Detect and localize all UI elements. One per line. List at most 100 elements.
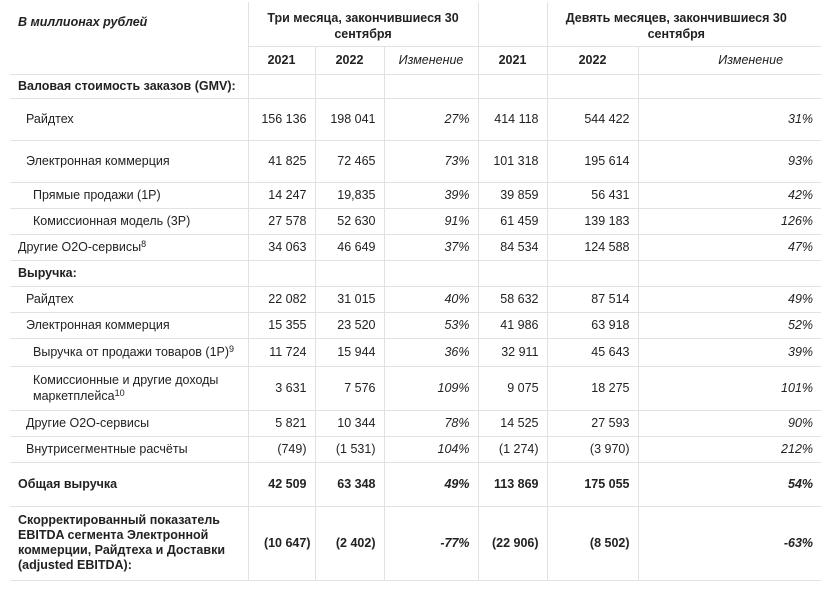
value-cell: 41 825 [248, 140, 316, 183]
value-cell: 27 578 [248, 208, 316, 235]
row-label: Райдтех [10, 286, 249, 313]
change-cell: 49% [638, 286, 822, 313]
change-cell: 90% [638, 410, 822, 437]
change-cell: 78% [384, 410, 479, 437]
change-cell: -77% [384, 506, 479, 581]
value-cell: 198 041 [315, 98, 385, 141]
n-change-header: Изменение [638, 46, 822, 75]
change-cell: 27% [384, 98, 479, 141]
table-row: Выручка от продажи товаров (1P)9 11 724 … [10, 338, 822, 367]
change-cell: -63% [638, 506, 822, 581]
table-row: Другие O2O-сервисы8 34 063 46 649 37% 84… [10, 234, 822, 261]
value-cell: 175 055 [547, 462, 639, 507]
value-cell: (1 531) [315, 436, 385, 463]
value-cell: 139 183 [547, 208, 639, 235]
nine-months-header-spacer [478, 2, 548, 47]
value-cell: 3 631 [248, 366, 316, 411]
value-cell: 10 344 [315, 410, 385, 437]
value-cell: 101 318 [478, 140, 548, 183]
q-year-2021: 2021 [248, 46, 316, 75]
change-cell: 126% [638, 208, 822, 235]
gmv-title: Валовая стоимость заказов (GMV): [10, 74, 249, 99]
change-cell: 109% [384, 366, 479, 411]
value-cell: 195 614 [547, 140, 639, 183]
value-cell: (749) [248, 436, 316, 463]
change-cell: 212% [638, 436, 822, 463]
row-label: Комиссионные и другие доходы маркетплейс… [10, 366, 249, 411]
change-cell: 42% [638, 182, 822, 209]
gmv-section-row: Валовая стоимость заказов (GMV): [10, 74, 822, 99]
value-cell: 27 593 [547, 410, 639, 437]
row-label: Электронная коммерция [10, 312, 249, 339]
table-row: Другие O2O-сервисы 5 821 10 344 78% 14 5… [10, 410, 822, 437]
value-cell: 113 869 [478, 462, 548, 507]
table-row: Прямые продажи (1P) 14 247 19,835 39% 39… [10, 182, 822, 209]
change-cell: 101% [638, 366, 822, 411]
value-cell: 19,835 [315, 182, 385, 209]
row-label: Райдтех [10, 98, 249, 141]
change-cell: 93% [638, 140, 822, 183]
value-cell: 41 986 [478, 312, 548, 339]
change-cell: 39% [638, 338, 822, 367]
value-cell: 87 514 [547, 286, 639, 313]
value-cell: 61 459 [478, 208, 548, 235]
row-label: Общая выручка [10, 462, 249, 507]
value-cell: 9 075 [478, 366, 548, 411]
change-cell: 91% [384, 208, 479, 235]
row-label: Комиссионная модель (3P) [10, 208, 249, 235]
value-cell: (22 906) [478, 506, 548, 581]
footnote-ref: 8 [141, 239, 147, 249]
table-row: Комиссионная модель (3P) 27 578 52 630 9… [10, 208, 822, 235]
value-cell: 31 015 [315, 286, 385, 313]
value-cell: 56 431 [547, 182, 639, 209]
change-cell: 54% [638, 462, 822, 507]
change-cell: 73% [384, 140, 479, 183]
change-cell: 49% [384, 462, 479, 507]
value-cell: 63 918 [547, 312, 639, 339]
change-cell: 52% [638, 312, 822, 339]
n-year-2022: 2022 [547, 46, 639, 75]
value-cell: 42 509 [248, 462, 316, 507]
footnote-ref: 10 [114, 388, 125, 398]
value-cell: 14 525 [478, 410, 548, 437]
revenue-section-row: Выручка: [10, 260, 822, 287]
change-cell: 104% [384, 436, 479, 463]
value-cell: 23 520 [315, 312, 385, 339]
q-year-2022: 2022 [315, 46, 385, 75]
value-cell: 52 630 [315, 208, 385, 235]
row-label: Внутрисегментные расчёты [10, 436, 249, 463]
total-row: Общая выручка 42 509 63 348 49% 113 869 … [10, 462, 822, 507]
value-cell: 63 348 [315, 462, 385, 507]
value-cell: 39 859 [478, 182, 548, 209]
value-cell: 14 247 [248, 182, 316, 209]
label-text: Выручка от продажи товаров (1P) [33, 345, 230, 359]
value-cell: 5 821 [248, 410, 316, 437]
value-cell: 124 588 [547, 234, 639, 261]
n-year-2021: 2021 [478, 46, 548, 75]
row-label: Выручка от продажи товаров (1P)9 [10, 338, 249, 367]
value-cell: (1 274) [478, 436, 548, 463]
value-cell: 46 649 [315, 234, 385, 261]
change-cell: 37% [384, 234, 479, 261]
value-cell: (3 970) [547, 436, 639, 463]
table-row: Комиссионные и другие доходы маркетплейс… [10, 366, 822, 411]
header-row-years: 2021 2022 Изменение 2021 2022 Изменение [10, 46, 822, 75]
value-cell: 84 534 [478, 234, 548, 261]
value-cell: 414 118 [478, 98, 548, 141]
value-cell: 22 082 [248, 286, 316, 313]
table-row: Райдтех 22 082 31 015 40% 58 632 87 514 … [10, 286, 822, 313]
value-cell: 32 911 [478, 338, 548, 367]
value-cell: 156 136 [248, 98, 316, 141]
change-cell: 40% [384, 286, 479, 313]
table-row: Внутрисегментные расчёты (749) (1 531) 1… [10, 436, 822, 463]
value-cell: 11 724 [248, 338, 316, 367]
value-cell: 45 643 [547, 338, 639, 367]
value-cell: 18 275 [547, 366, 639, 411]
row-label: Скорректированный показатель EBITDA сегм… [10, 506, 249, 581]
value-cell: 15 944 [315, 338, 385, 367]
row-label: Другие O2O-сервисы8 [10, 234, 249, 261]
financial-table: В миллионах рублей Три месяца, закончивш… [10, 2, 822, 581]
change-cell: 31% [638, 98, 822, 141]
table-row: Электронная коммерция 41 825 72 465 73% … [10, 140, 822, 183]
value-cell: 72 465 [315, 140, 385, 183]
